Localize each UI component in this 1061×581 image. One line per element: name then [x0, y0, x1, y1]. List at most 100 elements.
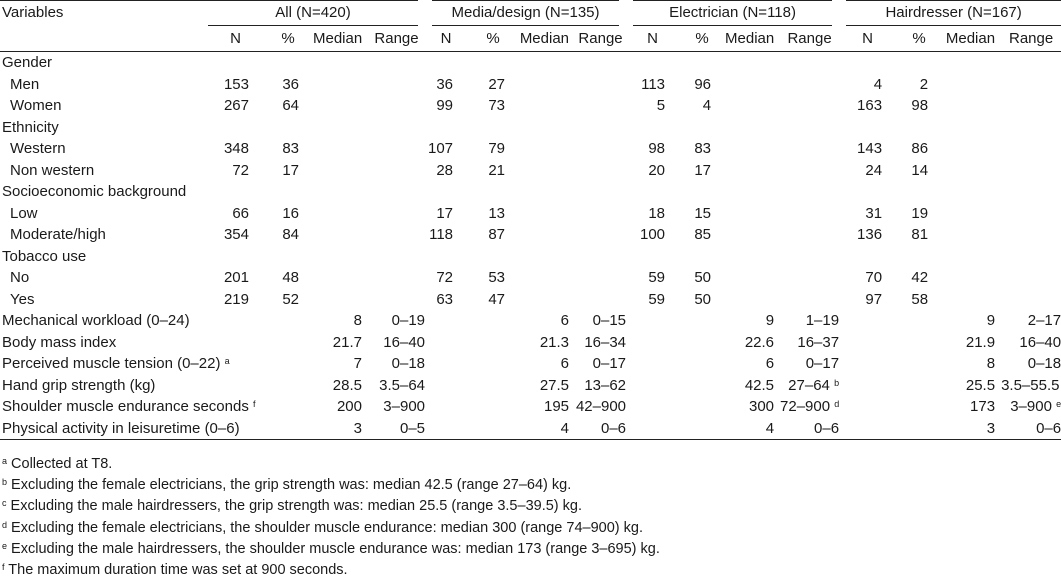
cell-percent	[896, 417, 943, 440]
cell-median: 9	[986, 312, 996, 329]
cell-percent	[679, 310, 725, 332]
cell-range	[575, 224, 626, 246]
cell-n: 72	[436, 269, 454, 286]
cell-range: 16–37	[797, 333, 840, 351]
cell-median: 8	[353, 312, 362, 329]
cell-n: 107	[427, 140, 454, 157]
subcolumn-range-header: Range	[780, 25, 840, 52]
cell-range	[1001, 95, 1061, 117]
cell-n: 63	[436, 290, 454, 308]
cell-range: 16–34	[584, 333, 627, 351]
cell-n	[839, 332, 896, 354]
cell-range	[1001, 224, 1061, 246]
cell-median	[313, 160, 368, 182]
cell-n: 163	[857, 97, 883, 114]
cell-percent	[263, 375, 313, 397]
cell-range	[780, 224, 839, 246]
cell-median	[725, 289, 780, 311]
cell-percent	[263, 353, 313, 375]
cell-median: 8	[986, 355, 996, 372]
cell-range	[1001, 138, 1061, 160]
table-row: Shoulder muscle endurance seconds f 200 3–…	[0, 396, 1061, 418]
row-label: Socioeconomic background	[2, 183, 187, 200]
cell-percent: 17	[282, 161, 299, 179]
cell-median: 9	[765, 312, 775, 329]
cell-range	[368, 289, 425, 311]
cell-median: 4	[519, 417, 576, 440]
cell-n: 219	[223, 290, 249, 308]
subcolumn-median-header: Median	[519, 25, 576, 52]
cell-median	[519, 95, 575, 117]
cell-median	[942, 95, 1001, 117]
group-hairdresser-header: Hairdresser (N=167)	[832, 0, 1061, 26]
section-row: Socioeconomic background	[0, 181, 1061, 203]
cell-range: 13–62	[584, 376, 627, 394]
cell-range	[575, 74, 626, 96]
cell-range	[368, 267, 425, 289]
subcolumn-n-header: N	[839, 25, 897, 52]
cell-percent: 42	[911, 269, 929, 286]
cell-percent	[467, 353, 519, 375]
row-label: Tobacco use	[2, 247, 87, 265]
subcolumn-percent-header: %	[263, 25, 313, 52]
cell-n	[626, 396, 679, 418]
cell-n: 59	[648, 269, 666, 286]
row-label: Mechanical workload (0–24)	[2, 312, 190, 329]
cell-median	[313, 224, 368, 246]
footnote-marker: e	[1056, 399, 1061, 409]
cell-n	[626, 417, 680, 440]
cell-n	[425, 417, 468, 440]
cell-range: 0–6	[780, 417, 840, 440]
cell-median: 21.9	[965, 333, 996, 351]
cell-median: 6	[560, 355, 570, 372]
cell-range	[1001, 203, 1061, 225]
footnote-marker: a	[2, 456, 8, 466]
cell-median: 300	[749, 398, 775, 415]
cell-n: 31	[865, 204, 883, 222]
cell-percent: 83	[282, 140, 299, 157]
cell-n	[208, 332, 263, 354]
cell-percent: 16	[282, 204, 299, 222]
table-row: Physical activity in leisuretime (0–6) 3 0…	[0, 417, 1061, 440]
cell-n: 28	[436, 161, 454, 179]
cell-percent: 73	[488, 97, 506, 114]
cell-n	[626, 332, 679, 354]
cell-n	[425, 375, 467, 397]
cell-median	[313, 74, 368, 96]
cell-median: 4	[725, 417, 781, 440]
cell-median: 3	[313, 417, 368, 440]
table-row: Body mass index 21.7 16–40 21.3 16–34 22.6 16–…	[0, 332, 1061, 354]
table-row: Men 153 36 36 27 113 96 4 2	[0, 74, 1061, 96]
cell-n	[626, 353, 679, 375]
cell-range: 16–40	[383, 333, 426, 351]
cell-percent	[467, 417, 520, 440]
cell-n	[425, 332, 467, 354]
cell-median: 25.5	[965, 376, 996, 394]
cell-n: 143	[857, 140, 883, 157]
cell-percent: 84	[282, 226, 299, 243]
cell-percent	[679, 332, 725, 354]
cell-percent	[679, 353, 725, 375]
cell-percent: 85	[694, 226, 712, 243]
footnote-marker: f	[253, 399, 256, 409]
cell-range: 3.5–64	[379, 376, 426, 394]
cell-range: 3–900 e	[1010, 398, 1061, 415]
cell-median	[942, 224, 1001, 246]
cell-range	[575, 95, 626, 117]
cell-percent: 87	[488, 226, 506, 243]
cell-range: 27–64 b	[788, 376, 840, 394]
cell-percent: 17	[694, 161, 712, 179]
cell-percent	[896, 332, 942, 354]
cell-n	[626, 310, 679, 332]
cell-n	[839, 417, 897, 440]
table-body: Gender Men 153 36 36 27 113 96 4 2 Women 267 64 99 73 5…	[0, 52, 1061, 440]
cell-median: 22.6	[744, 333, 775, 351]
cell-percent: 96	[694, 75, 712, 93]
cell-percent	[263, 332, 313, 354]
cell-n: 36	[436, 75, 454, 93]
footnote: e Excluding the male hairdressers, the s…	[2, 540, 660, 557]
row-label: Hand grip strength (kg)	[2, 376, 156, 394]
cell-range: 0–18	[391, 355, 426, 372]
cell-range	[368, 74, 425, 96]
cell-median	[942, 160, 1001, 182]
